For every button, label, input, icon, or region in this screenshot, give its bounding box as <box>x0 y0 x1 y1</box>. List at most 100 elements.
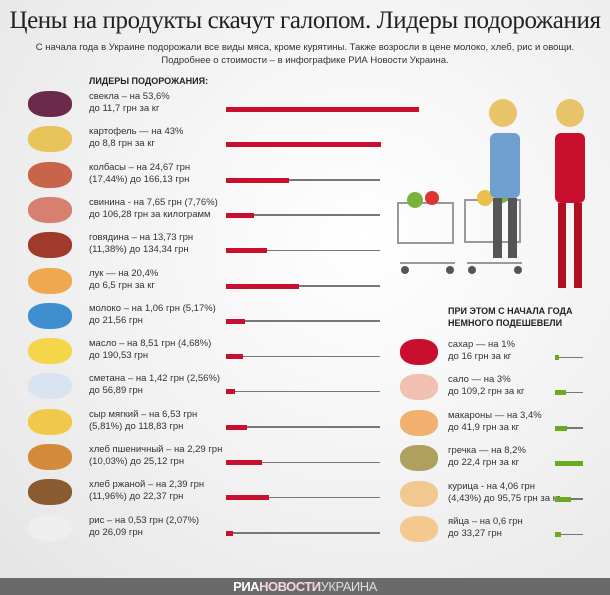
item-label-line: рис – на 0,53 грн (2,07%) <box>89 514 200 526</box>
sugar-icon <box>400 339 438 365</box>
beef-icon <box>28 232 72 259</box>
list-item: яйца – на 0,6 грн до 33,27 грн <box>0 516 610 560</box>
item-label-line: (11,96%) до 22,37 грн <box>89 491 184 503</box>
bar <box>226 142 381 148</box>
bar-track <box>555 533 583 535</box>
sausage-icon <box>28 161 72 188</box>
list-item: макароны — на 3,4% до 41,9 грн за кг <box>0 409 610 454</box>
bar <box>226 318 245 324</box>
list-item: курица - на 4,06 грн (4,43%) до 95,75 грн… <box>0 480 610 525</box>
bar-track <box>226 285 380 287</box>
item-label-line: свинина - на 7,65 грн (7,76%) <box>89 196 218 208</box>
item-label: лук — на 20,4% до 6,5 грн за кг <box>89 268 158 292</box>
item-label-line: до 21,56 грн <box>89 314 143 326</box>
item-label-line: до 26,09 грн <box>89 526 143 538</box>
list-item: масло – на 8,51 грн (4,68%) до 190,53 грн <box>0 338 610 382</box>
list-item: говядина – на 13,73 грн (11,38%) до 134,3… <box>0 232 610 276</box>
list-item: гречка — на 8,2% до 22,4 грн за кг <box>0 445 610 489</box>
item-label-line: (17,44%) до 166,13 грн <box>89 173 190 185</box>
item-label-line: до 8,8 грн за кг <box>89 138 155 150</box>
item-label: хлеб пшеничный – на 2,29 грн (10,03%) до … <box>89 444 222 468</box>
footer-logo: РИАНОВОСТИУКРАИНА <box>0 578 610 595</box>
wheat-bread-icon <box>28 444 72 470</box>
item-label: курица - на 4,06 грн (4,43%) до 95,75 грн… <box>448 481 560 505</box>
list-item: сахар — на 1% до 16 грн за кг <box>0 339 610 383</box>
list-item: молоко – на 1,06 грн (5,17%) до 21,56 грн <box>0 302 610 347</box>
list-item: картофель — на 43% до 8,8 грн за кг <box>0 126 610 170</box>
cheaper-header-line: ПРИ ЭТОМ С НАЧАЛА ГОДА <box>448 306 573 316</box>
bar <box>555 355 559 360</box>
item-label-line: до 190,53 грн <box>89 350 149 362</box>
item-label: макароны — на 3,4% до 41,9 грн за кг <box>448 410 542 434</box>
list-item: колбасы – на 24,67 грн (17,44%) до 166,13… <box>0 161 610 206</box>
logo-novosti: НОВОСТИ <box>259 579 321 594</box>
item-label-line: хлеб ржаной – на 2,39 грн <box>89 479 205 491</box>
item-label-line: до 106,28 грн за килограмм <box>89 208 211 220</box>
item-label-line: до 11,7 грн за кг <box>89 103 160 114</box>
list-item: хлеб пшеничный – на 2,29 грн (10,03%) до … <box>0 444 610 488</box>
item-label-line: говядина – на 13,73 грн <box>89 232 194 244</box>
item-label-line: сахар — на 1% <box>448 339 515 350</box>
list-item: рис – на 0,53 грн (2,07%) до 26,09 грн <box>0 514 610 559</box>
item-label-line: до 41,9 грн за кг <box>448 421 520 433</box>
item-label-line: до 6,5 грн за кг <box>89 279 155 291</box>
item-label-line: до 109,2 грн за кг <box>448 386 525 398</box>
cheese-icon <box>28 408 72 435</box>
item-label-line: (4,43%) до 95,75 грн за кг <box>448 492 561 504</box>
leaders-header: ЛИДЕРЫ ПОДОРОЖАНИЯ: <box>89 76 209 86</box>
item-label: сыр мягкий – на 6,53 грн (5,81%) до 118,8… <box>89 409 197 433</box>
item-label-line: сметана – на 1,42 грн (2,56%) <box>89 373 221 385</box>
bar <box>555 532 562 537</box>
rice-icon <box>28 514 72 541</box>
list-item: хлеб ржаной – на 2,39 грн (11,96%) до 22,… <box>0 479 610 523</box>
bar-track <box>226 496 380 499</box>
bar-track <box>226 532 380 534</box>
bar <box>226 107 419 112</box>
logo-ukraina: УКРАИНА <box>320 579 378 594</box>
butter-icon <box>28 338 72 365</box>
item-label: хлеб ржаной – на 2,39 грн (11,96%) до 22,… <box>89 479 204 503</box>
item-label: сало — на 3% до 109,2 грн за кг <box>448 374 524 398</box>
bar <box>226 283 300 289</box>
item-label: яйца – на 0,6 грн до 33,27 грн <box>448 516 523 540</box>
buckwheat-icon <box>400 445 438 472</box>
page-title: Цены на продукты скачут галопом. Лидеры … <box>9 7 601 34</box>
item-label: свекла – на 53,6% до 11,7 грн за кг <box>89 91 170 115</box>
list-item: сыр мягкий – на 6,53 грн (5,81%) до 118,8… <box>0 408 610 453</box>
item-label-line: (11,38%) до 134,34 грн <box>89 244 189 256</box>
item-label-line: сало — на 3% <box>448 374 511 386</box>
bar-track <box>555 427 583 429</box>
rye-bread-icon <box>28 479 72 506</box>
item-label-line: до 56,89 грн <box>89 385 143 397</box>
item-label-line: масло – на 8,51 грн (4,68%) <box>89 338 212 350</box>
bar <box>226 248 267 254</box>
item-label-line: колбасы – на 24,67 грн <box>89 161 191 173</box>
pork-icon <box>28 196 72 223</box>
pasta-icon <box>400 409 438 436</box>
bar <box>226 530 234 536</box>
bar-track <box>226 426 380 428</box>
potato-icon <box>28 126 72 153</box>
shoppers-illustration <box>397 99 585 288</box>
bar-track <box>555 391 583 394</box>
milk-icon <box>28 302 72 329</box>
onion-icon <box>28 267 72 294</box>
bar <box>226 495 270 501</box>
cheaper-header-line: НЕМНОГО ПОДЕШЕВЕЛИ <box>448 318 563 328</box>
item-label: рис – на 0,53 грн (2,07%) до 26,09 грн <box>89 515 199 539</box>
item-label-line: сыр мягкий – на 6,53 грн <box>89 408 198 420</box>
item-label-line: яйца – на 0,6 грн <box>448 516 523 527</box>
bar-track <box>226 320 380 322</box>
item-label-line: (10,03%) до 25,12 грн <box>89 456 185 467</box>
item-label: сахар — на 1% до 16 грн за кг <box>448 339 515 363</box>
item-label-line: свекла – на 53,6% <box>89 91 170 102</box>
bar-track <box>226 249 380 252</box>
item-label: свинина - на 7,65 грн (7,76%) до 106,28 г… <box>89 197 218 221</box>
bar-track <box>226 179 380 181</box>
sour-cream-icon <box>28 373 72 400</box>
bar <box>226 424 247 430</box>
item-label: гречка — на 8,2% до 22,4 грн за кг <box>448 445 526 469</box>
list-item: сало — на 3% до 109,2 грн за кг <box>0 374 610 418</box>
bar-track <box>555 356 583 358</box>
bar-track <box>226 390 380 393</box>
